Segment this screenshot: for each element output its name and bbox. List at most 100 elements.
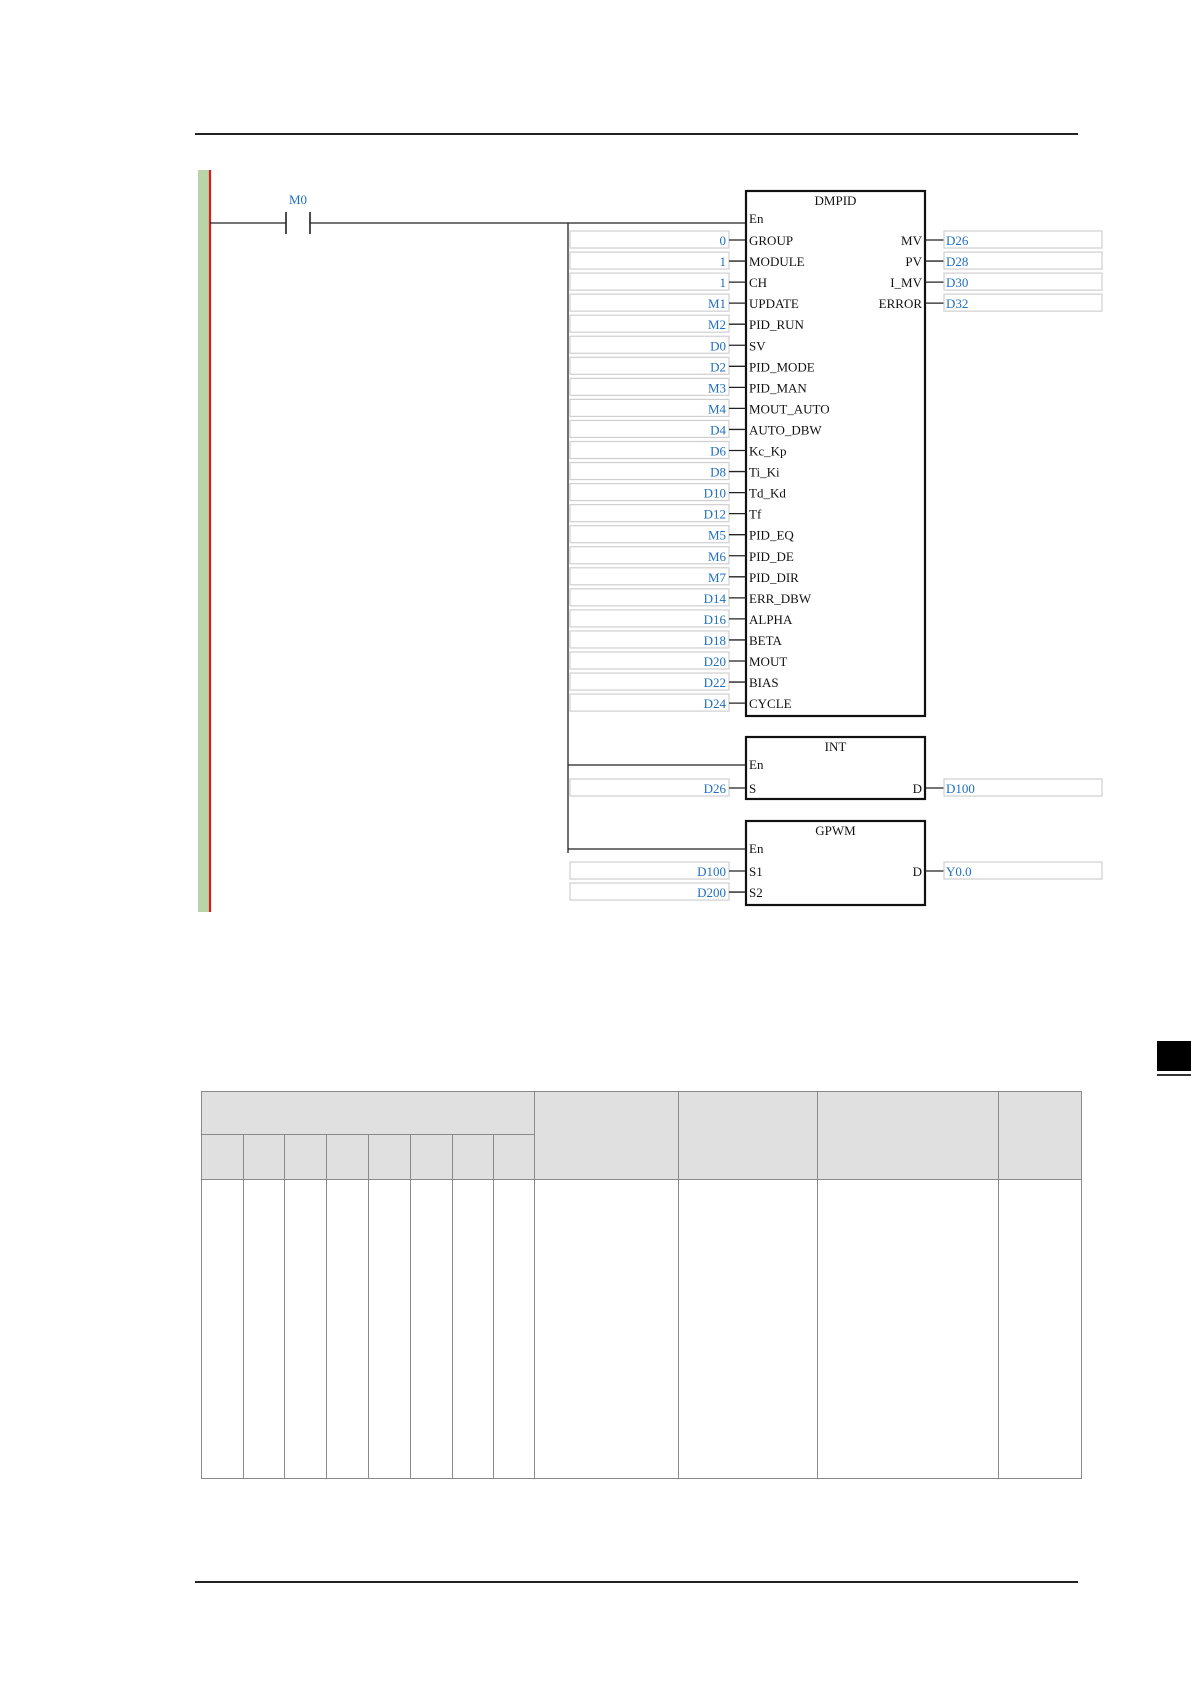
output-operand: D100 <box>946 781 975 796</box>
input-operand: D20 <box>704 654 726 669</box>
output-pin-label: D <box>913 781 922 796</box>
input-operand: D10 <box>704 486 726 501</box>
input-pin-label: AUTO_DBW <box>749 422 822 437</box>
input-operand: D8 <box>710 465 726 480</box>
header-cell <box>817 1091 999 1180</box>
contact-label: M0 <box>289 192 307 207</box>
input-operand: D6 <box>710 444 726 459</box>
table-cell <box>325 1179 369 1479</box>
input-operand-box <box>569 251 730 270</box>
table-cell <box>283 1179 327 1479</box>
ladder-diagram: M0 DMPID En 0 GROUP 1 MODULE 1 CH M1 UPDATE M2 PID_R… <box>198 170 1103 912</box>
input-operand: M2 <box>708 317 726 332</box>
output-pin-label: I_MV <box>890 275 922 290</box>
block-title: INT <box>825 739 847 754</box>
output-pin-label: ERROR <box>879 296 923 311</box>
input-operand: 1 <box>720 254 727 269</box>
header-cell <box>533 1091 680 1180</box>
subheader-cell <box>492 1134 535 1180</box>
input-operand: M7 <box>708 570 727 585</box>
input-operand-box <box>569 314 730 333</box>
input-operand-box <box>569 377 730 396</box>
output-pin-label: MV <box>901 233 923 248</box>
output-operand: Y0.0 <box>946 864 972 879</box>
input-pin-label: PID_DIR <box>749 570 799 585</box>
table-cell <box>678 1179 819 1479</box>
table-cell <box>451 1179 494 1479</box>
input-pin-label: CH <box>749 275 767 290</box>
input-operand: D24 <box>704 696 727 711</box>
input-pin-label: MOUT_AUTO <box>749 401 830 416</box>
output-operand-box <box>943 251 1103 270</box>
enable-pin-label: En <box>749 211 764 226</box>
input-operand-box <box>569 398 730 417</box>
enable-pin-label: En <box>749 757 764 772</box>
header-rule <box>195 133 1078 135</box>
table-cell <box>997 1179 1083 1479</box>
input-operand: 1 <box>720 275 727 290</box>
input-pin-label: PID_DE <box>749 549 794 564</box>
output-operand: D28 <box>946 254 968 269</box>
input-pin-label: MODULE <box>749 254 805 269</box>
subheader-cell <box>367 1134 411 1180</box>
input-operand-box <box>569 461 730 481</box>
device-table <box>201 1091 1083 1479</box>
input-operand-box <box>569 356 730 375</box>
input-operand: D22 <box>704 675 726 690</box>
input-operand: D16 <box>704 612 727 627</box>
input-pin-label: BETA <box>749 633 783 648</box>
function-block-int <box>744 735 927 801</box>
table-cell <box>533 1179 680 1479</box>
input-operand-box <box>569 272 730 291</box>
input-operand: M6 <box>708 549 727 564</box>
output-operand: D30 <box>946 275 968 290</box>
input-operand: M3 <box>708 380 726 395</box>
subheader-cell <box>242 1134 285 1180</box>
input-operand: D4 <box>710 422 726 437</box>
input-operand: D18 <box>704 633 726 648</box>
input-pin-label: UPDATE <box>749 296 799 311</box>
input-operand-box <box>569 335 730 354</box>
input-operand: M4 <box>708 401 727 416</box>
subheader-cell <box>409 1134 453 1180</box>
subheader-cell <box>451 1134 494 1180</box>
input-operand: D2 <box>710 359 726 374</box>
output-operand: D32 <box>946 296 968 311</box>
output-pin-label: D <box>913 864 922 879</box>
output-operand: D26 <box>946 233 969 248</box>
input-pin-label: PID_EQ <box>749 528 794 543</box>
header-group-cell <box>201 1091 535 1135</box>
output-operand-box <box>943 861 1103 880</box>
table-cell <box>409 1179 453 1479</box>
input-operand: D12 <box>704 507 726 522</box>
enable-pin-label: En <box>749 841 764 856</box>
input-operand: D26 <box>704 781 727 796</box>
input-pin-label: S2 <box>749 885 763 900</box>
input-pin-label: S1 <box>749 864 763 879</box>
input-operand: M5 <box>708 528 726 543</box>
input-pin-label: ALPHA <box>749 612 793 627</box>
input-operand-box <box>569 525 730 544</box>
chapter-tab <box>1157 1041 1191 1071</box>
input-operand: 0 <box>720 233 727 248</box>
input-operand-box <box>569 567 730 586</box>
chapter-tab-underline <box>1157 1074 1191 1076</box>
input-operand-box <box>569 293 730 312</box>
subheader-cell <box>201 1134 244 1180</box>
output-operand-box <box>943 272 1103 291</box>
input-operand: D200 <box>697 885 726 900</box>
input-operand: D14 <box>704 591 727 606</box>
input-pin-label: ERR_DBW <box>749 591 812 606</box>
input-operand-box <box>569 230 730 249</box>
power-rail <box>198 170 209 912</box>
input-pin-label: PID_MODE <box>749 359 815 374</box>
function-block-gpwm <box>744 819 927 907</box>
header-cell <box>678 1091 819 1180</box>
input-operand: M1 <box>708 296 726 311</box>
input-pin-label: BIAS <box>749 675 779 690</box>
table-cell <box>242 1179 285 1479</box>
input-operand-box <box>569 440 730 460</box>
input-pin-label: Td_Kd <box>749 486 786 501</box>
input-pin-label: S <box>749 781 756 796</box>
output-operand-box <box>943 778 1103 797</box>
